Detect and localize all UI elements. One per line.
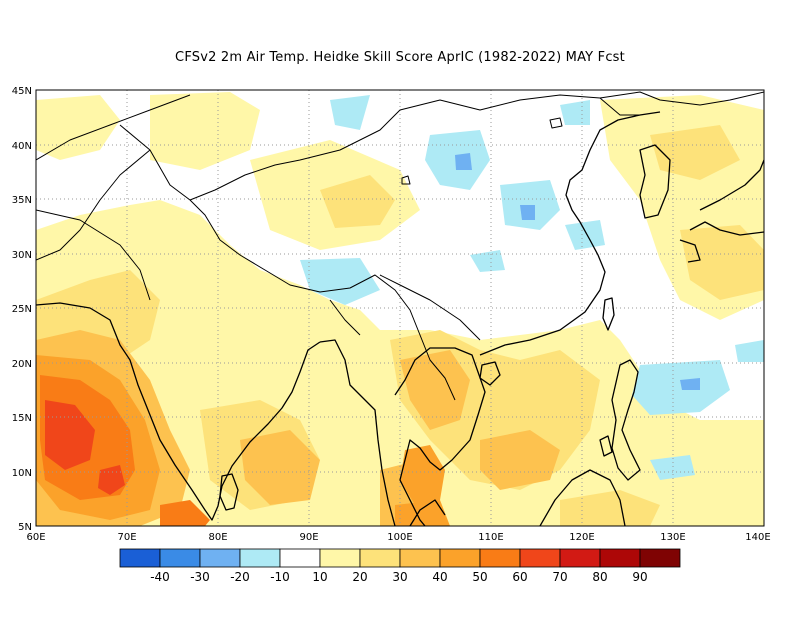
lon-label: 140E [745, 532, 770, 543]
colorbar-swatch [359, 548, 401, 568]
coastlines [36, 91, 764, 526]
lat-label: 35N [12, 195, 32, 206]
taiwan [602, 297, 615, 331]
lon-label: 90E [299, 532, 318, 543]
lon-label: 110E [478, 532, 503, 543]
lat-label: 15N [12, 413, 32, 424]
colorbar-swatch [319, 548, 361, 568]
lat-label: 25N [12, 304, 32, 315]
colorbar-label: -10 [270, 570, 290, 584]
lon-label: 120E [569, 532, 594, 543]
colorbar-label: -30 [190, 570, 210, 584]
lat-label: 10N [12, 468, 32, 479]
map-frame [35, 89, 765, 527]
colorbar-label: 70 [552, 570, 567, 584]
colorbar-label: 60 [512, 570, 527, 584]
colorbar-swatch [399, 548, 441, 568]
sumatra [409, 499, 446, 526]
sri-lanka [219, 473, 239, 511]
map-title: CFSv2 2m Air Temp. Heidke Skill Score Ap… [175, 50, 625, 65]
lat-label: 40N [12, 141, 32, 152]
colorbar-swatch [159, 548, 201, 568]
colorbar-swatch [119, 548, 161, 568]
lat-label: 30N [12, 250, 32, 261]
latitude-labels: 45N 40N 35N 30N 25N 20N 15N 10N 5N [12, 86, 32, 533]
colorbar-swatch [239, 548, 281, 568]
indochina-coast [394, 347, 486, 526]
colorbar-label: 50 [472, 570, 487, 584]
lat-label: 20N [12, 359, 32, 370]
colorbar-label: 80 [592, 570, 607, 584]
lon-label: 130E [660, 532, 685, 543]
lon-label: 70E [117, 532, 136, 543]
hainan [479, 361, 501, 386]
colorbar-label: -40 [150, 570, 170, 584]
lon-label: 60E [26, 532, 45, 543]
lat-label: 45N [12, 86, 32, 97]
japan [679, 159, 764, 263]
colorbar-swatch [599, 548, 641, 568]
china-coast [479, 111, 661, 356]
colorbar-label: 90 [632, 570, 647, 584]
philippines [599, 359, 641, 481]
bay-of-bengal-coast [319, 339, 396, 526]
colorbar-label: 40 [432, 570, 447, 584]
lon-label: 80E [208, 532, 227, 543]
colorbar-swatch [639, 548, 681, 568]
indian-coastline [36, 302, 321, 521]
colorbar-swatch [479, 548, 521, 568]
colorbar-swatch [439, 548, 481, 568]
colorbar-swatch [519, 548, 561, 568]
longitude-labels: 60E 70E 80E 90E 100E 110E 120E 130E 140E [26, 532, 770, 543]
colorbar-swatch [559, 548, 601, 568]
colorbar-label: 20 [352, 570, 367, 584]
colorbar-label: -20 [230, 570, 250, 584]
lon-label: 100E [387, 532, 412, 543]
colorbar-label: 30 [392, 570, 407, 584]
colorbar-swatch [199, 548, 241, 568]
colorbar-labels: -40 -30 -20 -10 10 20 30 40 50 60 70 80 90 [150, 570, 647, 584]
shaded-field [36, 90, 764, 526]
lat-lon-grid [36, 90, 764, 526]
colorbar [119, 548, 681, 568]
lake-outlines [401, 117, 563, 185]
colorbar-label: 10 [312, 570, 327, 584]
lat-label: 5N [18, 522, 32, 533]
korea [639, 144, 671, 219]
borneo-coast [539, 469, 626, 526]
colorbar-swatch [279, 548, 321, 568]
national-borders [36, 91, 764, 401]
